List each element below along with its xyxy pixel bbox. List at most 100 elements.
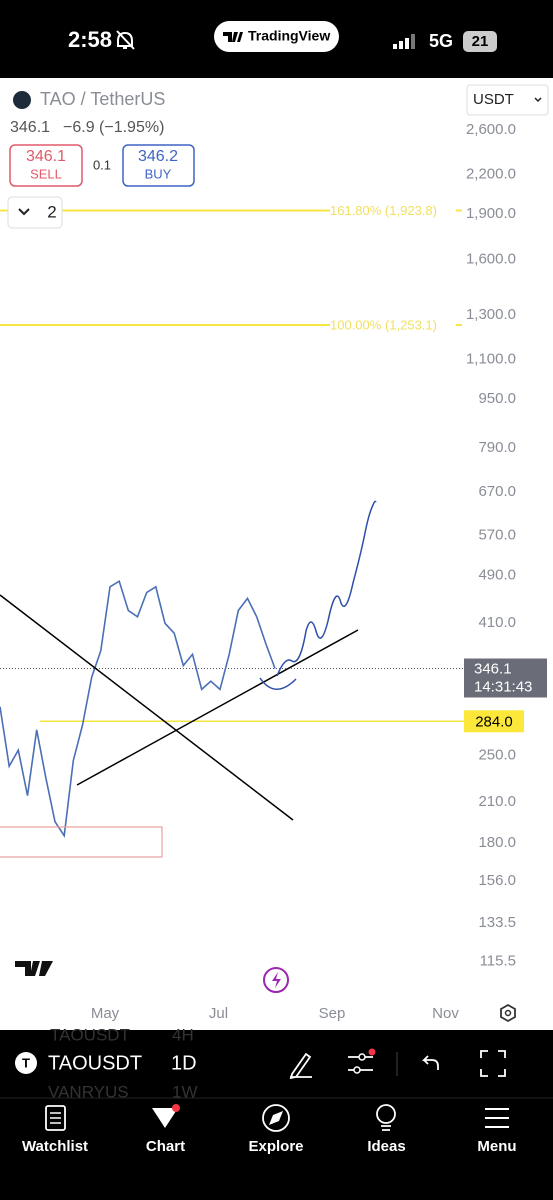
y-tick-label: 250.0 [478, 746, 516, 763]
y-tick-label: 1,100.0 [466, 351, 516, 368]
y-tick-label: 570.0 [478, 526, 516, 543]
fullscreen[interactable] [480, 1050, 506, 1077]
y-tick-label: 1,600.0 [466, 251, 516, 268]
fib-label: 100.00% (1,253.1) [330, 317, 437, 332]
buy-price: 346.2 [138, 148, 178, 165]
bulb-base [381, 1125, 391, 1131]
symbol-icon [15, 1052, 37, 1074]
behind-symbol: TAOUSDT [50, 1025, 130, 1044]
undo[interactable] [421, 1055, 439, 1070]
mute-icon [116, 30, 135, 50]
toolbar-interval[interactable]: 1D [171, 1052, 197, 1074]
nav-label[interactable]: Ideas [367, 1138, 405, 1155]
watchlist-icon [45, 1105, 66, 1131]
y-tick-label: 115.5 [480, 952, 516, 969]
last-price-label: 346.1 [474, 660, 512, 677]
compass-needle [269, 1111, 283, 1125]
symbol-icon-glyph: T [22, 1055, 30, 1070]
nav-label[interactable]: Menu [477, 1138, 516, 1155]
watchlist-lines [50, 1112, 61, 1124]
flash-bolt [272, 972, 281, 988]
y-tick-label: 950.0 [478, 390, 516, 407]
behind-symbol: VANRYUS [48, 1082, 129, 1101]
y-tick-label: 180.0 [478, 834, 516, 851]
indicators-toggle[interactable] [7, 196, 63, 229]
flash-icon[interactable] [263, 967, 289, 993]
signal-icon [393, 34, 415, 49]
x-tick-label: Jul [209, 1005, 228, 1022]
spread: 0.1 [93, 157, 111, 172]
chevron [18, 208, 30, 216]
trend-line [76, 629, 359, 786]
battery-level: 21 [472, 33, 489, 50]
sell-label: SELL [30, 166, 62, 181]
badge [368, 1048, 376, 1056]
zone-box [0, 826, 163, 858]
nav-label[interactable]: Explore [248, 1138, 303, 1155]
support-label: 284.0 [475, 713, 513, 730]
clock: 2:58 [68, 27, 112, 52]
y-tick-label: 133.5 [478, 914, 516, 931]
chart-icon [152, 1108, 178, 1128]
currency-select[interactable] [466, 84, 549, 116]
chevron [534, 97, 542, 103]
sell-price: 346.1 [26, 148, 66, 165]
toolbar-symbol[interactable]: TAOUSDT [48, 1052, 142, 1074]
y-tick-label: 410.0 [478, 614, 516, 631]
x-tick-label: Sep [319, 1005, 346, 1022]
explore-icon [262, 1104, 290, 1132]
toolbar [0, 1030, 553, 1098]
app-pill [214, 21, 339, 52]
price-line [0, 579, 276, 838]
y-tick-label: 156.0 [478, 872, 516, 889]
x-tick-label: Nov [432, 1005, 459, 1022]
price-change: −6.9 (−1.95%) [63, 119, 164, 136]
behind-interval: 1W [172, 1082, 198, 1101]
buy-button[interactable] [122, 144, 195, 187]
chart-area [0, 78, 553, 1030]
tv-watermark [15, 961, 53, 976]
y-tick-label: 2,200.0 [466, 166, 516, 183]
trend-line [0, 594, 294, 821]
y-tick-label: 1,900.0 [466, 205, 516, 222]
nav-label[interactable]: Chart [146, 1138, 185, 1155]
battery [463, 31, 497, 52]
nav-labels: Watchlist Chart Explore Ideas Menu [22, 1138, 517, 1155]
projection-path [276, 500, 377, 677]
draw-tool[interactable] [289, 1052, 312, 1080]
countdown: 14:31:43 [474, 678, 532, 695]
y-tick-label: 2,600.0 [466, 121, 516, 138]
sell-button[interactable] [9, 144, 83, 187]
coin-icon [13, 91, 31, 109]
last-price-tag [464, 658, 547, 698]
y-tick-label: 210.0 [478, 793, 516, 810]
bounce-arc [259, 677, 297, 690]
y-tick-label: 790.0 [478, 439, 516, 456]
badge [172, 1104, 180, 1112]
plot: 2,600.0 2,200.0 1,900.0 1,600.0 1,300.0 1,100… [0, 121, 547, 1022]
slider-knob [353, 1066, 361, 1074]
currency: USDT [473, 91, 514, 108]
y-tick-label: 670.0 [478, 483, 516, 500]
settings-dot [504, 1009, 512, 1017]
nav-label[interactable]: Watchlist [22, 1138, 88, 1155]
menu-icon [485, 1108, 509, 1128]
indicator-count: 2 [47, 202, 56, 221]
x-tick-label: May [91, 1005, 120, 1022]
ideas-icon [376, 1104, 396, 1124]
slider-knob [358, 1053, 366, 1061]
settings-icon[interactable] [500, 1003, 516, 1023]
support-tag [464, 710, 524, 733]
last-price: 346.1 [10, 119, 50, 136]
y-tick-label: 490.0 [478, 567, 516, 584]
behind-interval: 4H [172, 1025, 194, 1044]
tv-logo [223, 32, 243, 42]
buy-label: BUY [145, 166, 172, 181]
app-name: TradingView [248, 28, 330, 44]
y-tick-label: 1,300.0 [466, 306, 516, 323]
network: 5G [429, 31, 453, 51]
symbol-title: TAO / TetherUS [40, 89, 165, 109]
fib-label: 161.80% (1,923.8) [330, 203, 437, 218]
